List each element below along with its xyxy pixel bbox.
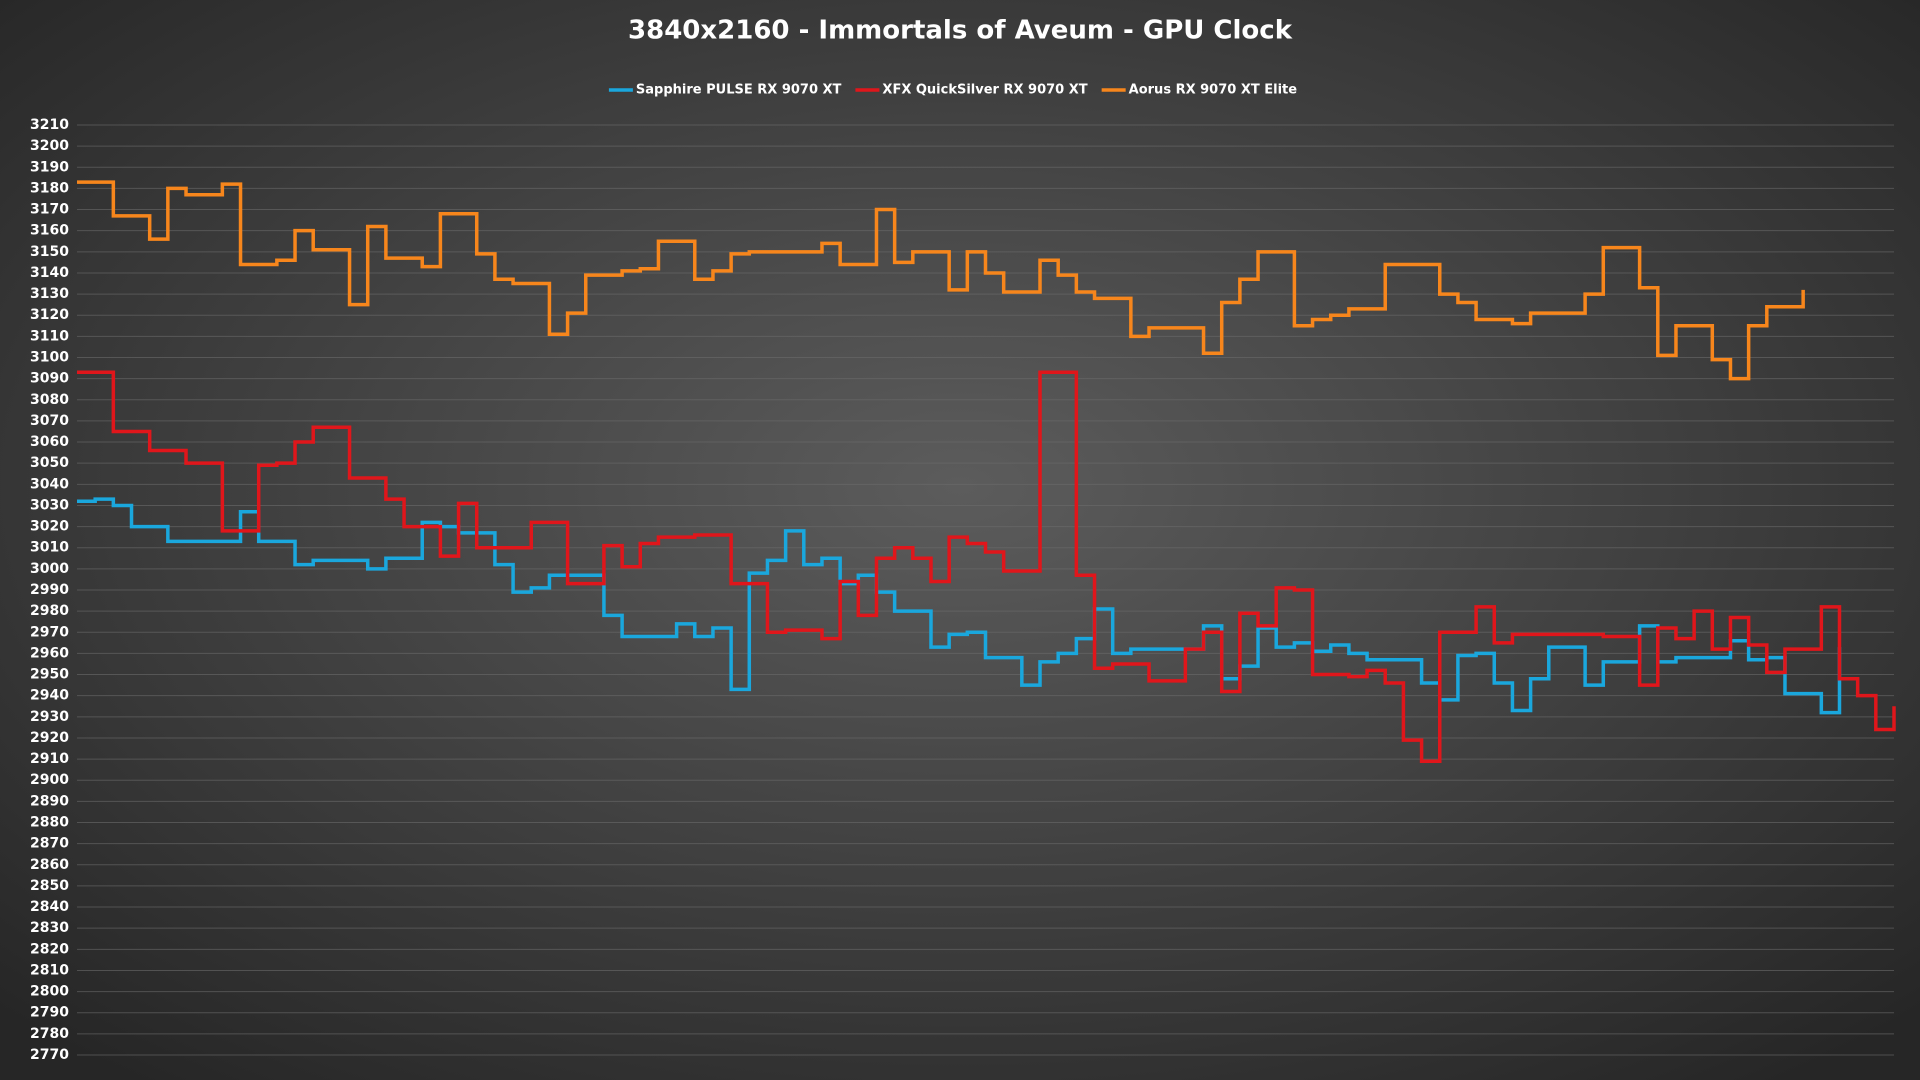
y-tick-label: 3210 <box>30 117 69 133</box>
y-tick-label: 3070 <box>30 413 69 429</box>
y-tick-label: 3050 <box>30 455 69 471</box>
y-tick-label: 3060 <box>30 434 69 450</box>
y-tick-label: 3090 <box>30 371 69 387</box>
y-tick-label: 3110 <box>30 328 69 344</box>
y-tick-label: 3140 <box>30 265 69 281</box>
y-tick-label: 3130 <box>30 286 69 302</box>
y-tick-label: 2960 <box>30 645 69 661</box>
y-tick-label: 2970 <box>30 624 69 640</box>
y-tick-label: 3120 <box>30 307 69 323</box>
legend-label: Sapphire PULSE RX 9070 XT <box>636 83 842 98</box>
y-tick-label: 3190 <box>30 159 69 175</box>
y-tick-label: 2900 <box>30 772 69 788</box>
y-tick-label: 2930 <box>30 709 69 725</box>
y-tick-label: 2860 <box>30 857 69 873</box>
y-tick-label: 2850 <box>30 878 69 894</box>
legend-item: XFX QuickSilver RX 9070 XT <box>855 83 1088 98</box>
y-tick-label: 3160 <box>30 223 69 239</box>
y-tick-label: 2810 <box>30 962 69 978</box>
y-tick-label: 2910 <box>30 751 69 767</box>
y-tick-label: 3200 <box>30 138 69 154</box>
y-tick-label: 3030 <box>30 497 69 513</box>
y-tick-label: 3080 <box>30 392 69 408</box>
legend-label: XFX QuickSilver RX 9070 XT <box>882 83 1087 98</box>
y-tick-label: 3020 <box>30 519 69 535</box>
y-tick-label: 3010 <box>30 540 69 556</box>
y-tick-label: 2890 <box>30 793 69 809</box>
y-tick-label: 2800 <box>30 984 69 1000</box>
y-tick-label: 3150 <box>30 244 69 260</box>
y-tick-label: 3180 <box>30 180 69 196</box>
chart-title: 3840x2160 - Immortals of Aveum - GPU Clo… <box>628 16 1293 46</box>
y-tick-label: 2950 <box>30 667 69 683</box>
y-tick-label: 2940 <box>30 688 69 704</box>
legend-label: Aorus RX 9070 XT Elite <box>1129 83 1298 98</box>
series-line <box>77 497 1842 715</box>
y-tick-label: 2920 <box>30 730 69 746</box>
y-tick-label: 2880 <box>30 815 69 831</box>
y-tick-label: 2790 <box>30 1005 69 1021</box>
y-tick-label: 2990 <box>30 582 69 598</box>
series-line <box>77 370 1896 763</box>
y-tick-label: 3100 <box>30 350 69 366</box>
legend: Sapphire PULSE RX 9070 XT XFX QuickSilver… <box>608 83 1298 98</box>
legend-item: Sapphire PULSE RX 9070 XT <box>608 83 842 98</box>
y-tick-label: 2870 <box>30 836 69 852</box>
y-tick-label: 2830 <box>30 920 69 936</box>
y-tick-label: 3000 <box>30 561 69 577</box>
y-tick-label: 3170 <box>30 202 69 218</box>
y-tick-label: 2980 <box>30 603 69 619</box>
y-tick-label: 2770 <box>30 1047 69 1063</box>
y-tick-label: 2840 <box>30 899 69 915</box>
y-tick-label: 2820 <box>30 941 69 957</box>
y-tick-label: 3040 <box>30 476 69 492</box>
legend-item: Aorus RX 9070 XT Elite <box>1101 83 1298 98</box>
y-tick-label: 2780 <box>30 1026 69 1042</box>
series-line <box>77 180 1805 381</box>
